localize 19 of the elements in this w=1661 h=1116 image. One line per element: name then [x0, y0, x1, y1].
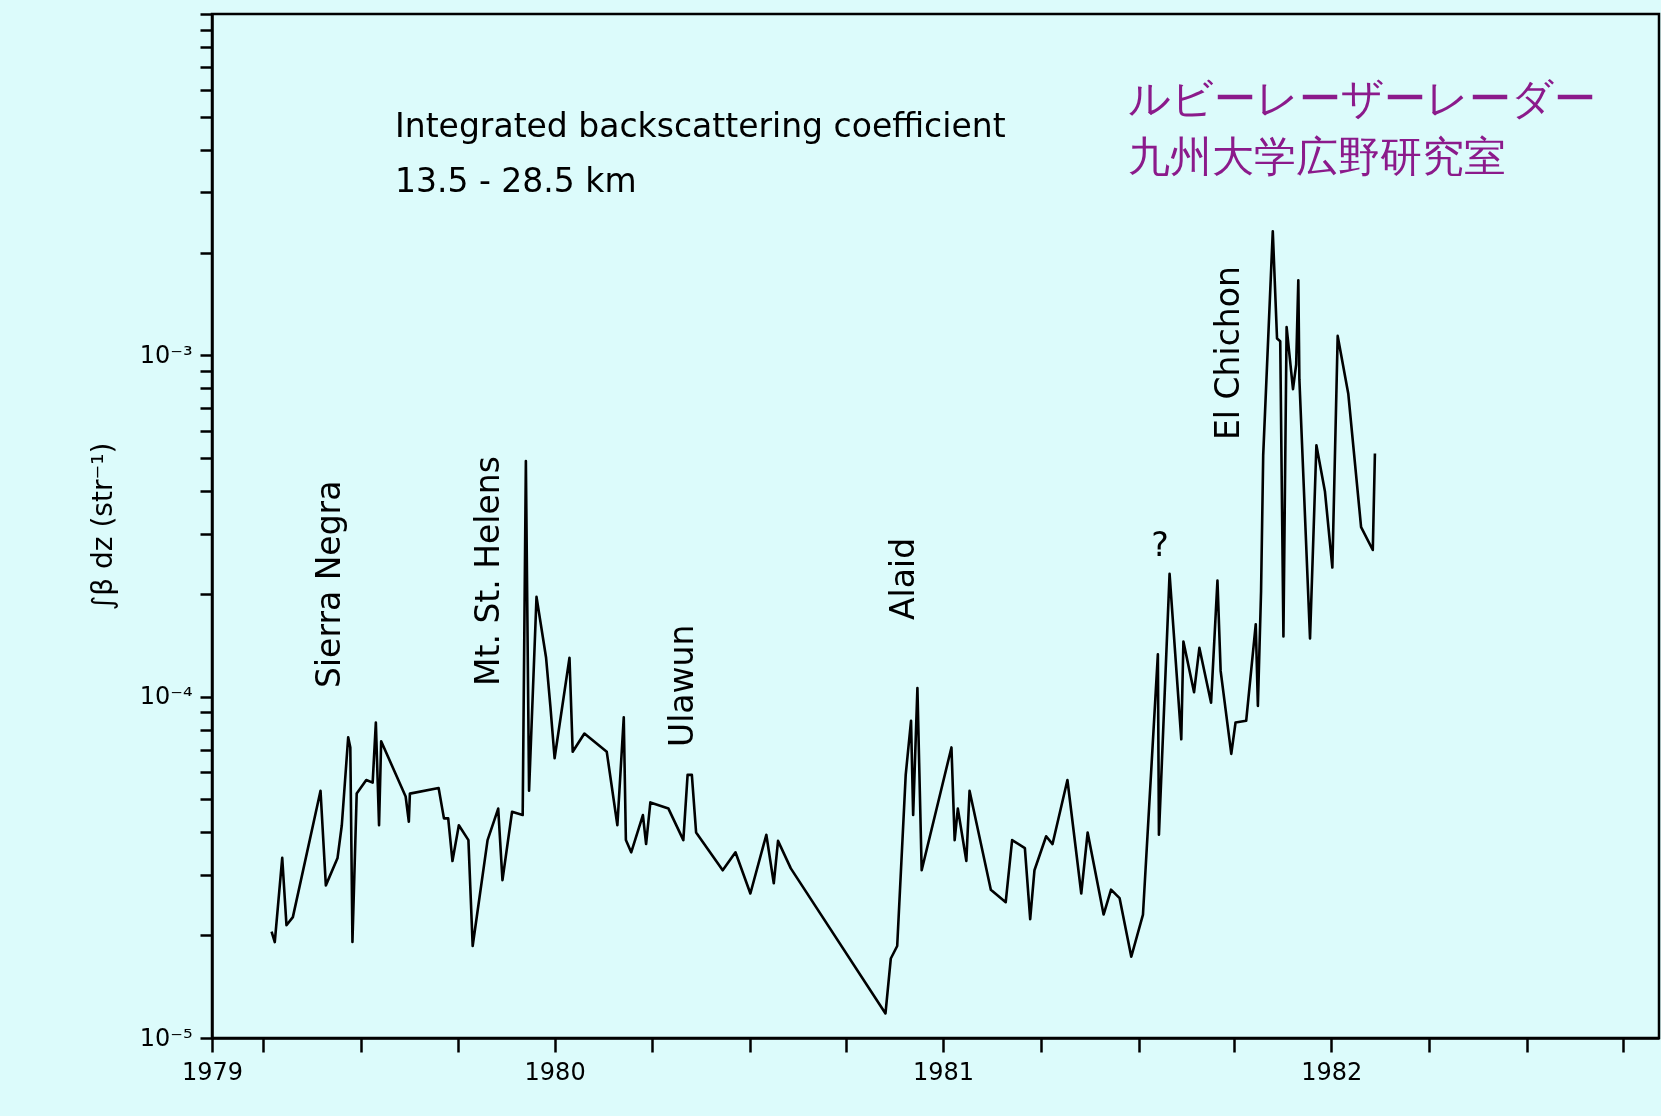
y-tick-label: 10⁻⁵	[139, 1023, 193, 1052]
annotation: 九州大学広野研究室	[1128, 132, 1506, 181]
x-tick-label: 1979	[181, 1057, 244, 1086]
y-tick-label: 10⁻³	[139, 340, 193, 369]
annotation: El Chichon	[1208, 266, 1247, 440]
annotation: ?	[1151, 525, 1169, 564]
annotation: ルビーレーザーレーダー	[1128, 74, 1596, 123]
annotation: Alaid	[883, 537, 922, 620]
x-tick-label: 1981	[912, 1057, 974, 1086]
y-axis-title: ∫β dz (str⁻¹)	[85, 442, 119, 611]
text: 13.5 - 28.5 km	[395, 161, 637, 200]
line-series	[270, 229, 1377, 1015]
x-tick-label: 1982	[1301, 1057, 1363, 1086]
text: Integrated backscattering coefficient	[395, 106, 1006, 145]
annotation: Sierra Negra	[309, 480, 348, 688]
x-tick-label: 1980	[524, 1057, 586, 1086]
annotation: Mt. St. Helens	[468, 456, 507, 686]
y-tick-label: 10⁻⁴	[139, 682, 193, 711]
annotation: Ulawun	[662, 624, 701, 747]
